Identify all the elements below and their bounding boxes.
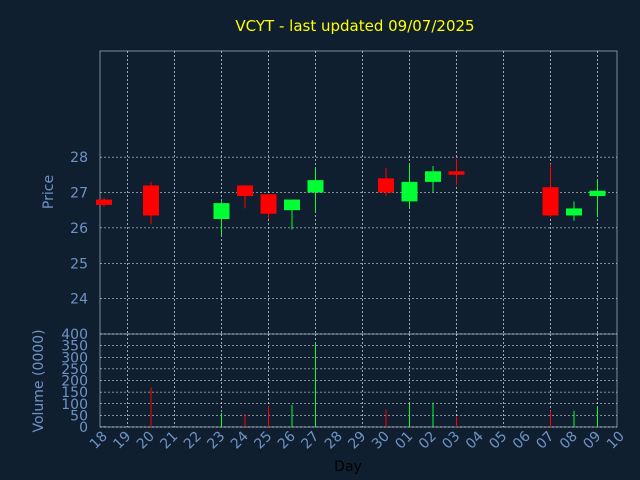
candle-25 (260, 194, 277, 220)
x-tick-label: 25 (251, 429, 275, 453)
volume-tick-label: 250 (61, 362, 88, 378)
candle-09 (589, 180, 606, 218)
candle-body (542, 187, 559, 216)
price-tick-label: 26 (70, 221, 88, 237)
x-tick-label: 02 (416, 429, 440, 453)
volume-tick-label: 150 (61, 385, 88, 401)
candle-body (378, 178, 394, 193)
volume-tick-label: 0 (79, 420, 88, 436)
candle-body (237, 185, 253, 197)
x-tick-label: 29 (345, 429, 369, 453)
candle-23 (213, 201, 230, 235)
volume-axis-label: Volume (0000) (31, 329, 47, 432)
candle-07 (542, 164, 559, 218)
candle-01 (401, 164, 418, 209)
x-tick-label: 27 (298, 429, 322, 453)
price-tick-label: 28 (70, 150, 88, 166)
x-tick-labels: 18 19 20 21 22 23 24 25 26 27 28 29 30 01 02 03 04 05 06 07… (87, 428, 628, 452)
x-tick-label: 04 (463, 428, 487, 452)
x-tick-label: 03 (439, 429, 463, 453)
volume-tick-label: 50 (70, 408, 88, 424)
candle-02 (425, 165, 441, 193)
x-tick-label: 06 (510, 428, 534, 452)
candle-body (96, 199, 112, 205)
volume-tick-label: 350 (61, 339, 88, 355)
volume-bars (103, 343, 598, 427)
volume-tick-label: 400 (61, 327, 88, 343)
candle-03 (448, 158, 465, 186)
candle-body (143, 185, 159, 216)
volume-tick-label: 100 (61, 397, 88, 413)
candle-body (213, 203, 230, 220)
volume-panel (99, 333, 618, 428)
candle-body (260, 194, 277, 214)
price-tick-label: 25 (70, 256, 88, 272)
x-tick-label: 19 (110, 429, 134, 453)
candle-body (401, 181, 418, 202)
candle-30 (378, 167, 394, 197)
x-tick-label: 07 (533, 429, 557, 453)
candle-body (589, 190, 606, 197)
candle-27 (307, 167, 324, 212)
candle-body (307, 180, 324, 193)
x-tick-label: 01 (392, 429, 416, 453)
candle-body (566, 208, 582, 216)
candle-body (448, 171, 465, 175)
candle-24 (237, 185, 253, 209)
x-tick-label: 24 (228, 428, 252, 452)
chart-title: VCYT - last updated 09/07/2025 (235, 17, 474, 35)
x-tick-label: 26 (275, 428, 299, 452)
candle-08 (566, 201, 582, 221)
candle-20 (143, 181, 159, 225)
x-tick-label: 18 (87, 429, 111, 453)
x-tick-label: 05 (486, 429, 510, 453)
volume-tick-label: 300 (61, 350, 88, 366)
price-tick-label: 27 (70, 186, 88, 202)
x-tick-label: 22 (181, 429, 205, 453)
x-tick-label: 09 (580, 429, 604, 453)
candle-body (425, 171, 441, 182)
x-tick-label: 30 (369, 429, 393, 453)
x-tick-label: 28 (322, 429, 346, 453)
x-tick-label: 21 (157, 429, 181, 453)
x-tick-label: 08 (557, 429, 581, 453)
price-tick-label: 24 (70, 292, 88, 308)
x-tick-label: 23 (204, 429, 228, 453)
x-tick-label: 10 (604, 429, 628, 453)
volume-tick-label: 200 (61, 374, 88, 390)
price-panel (99, 50, 618, 335)
candle-26 (284, 199, 300, 230)
candle-body (284, 199, 300, 211)
x-axis-label: Day (334, 459, 362, 475)
x-tick-label: 20 (134, 429, 158, 453)
candles (96, 158, 606, 235)
price-y-ticks: 24 25 26 27 28 (70, 150, 88, 308)
candle-18 (96, 197, 112, 207)
price-axis-label: Price (41, 175, 57, 209)
